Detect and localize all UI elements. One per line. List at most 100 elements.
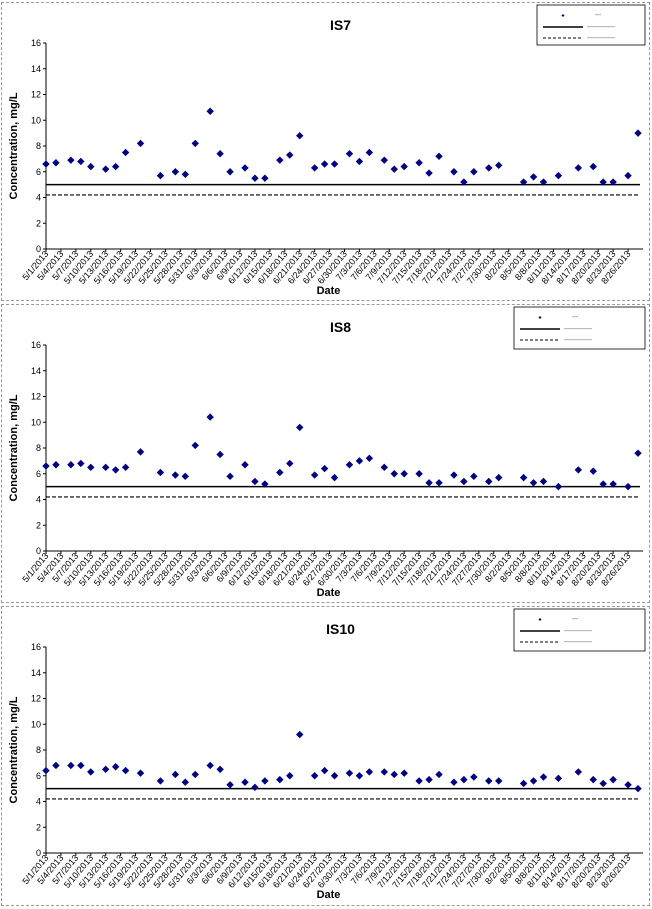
data-point — [485, 477, 493, 486]
data-point — [206, 107, 214, 115]
data-point — [380, 768, 388, 776]
data-point — [191, 770, 199, 779]
data-point — [365, 768, 374, 776]
data-point — [67, 156, 75, 164]
data-point — [355, 457, 364, 465]
y-tick-label: 8 — [36, 141, 41, 151]
data-point — [87, 768, 95, 776]
y-tick-label: 16 — [31, 642, 41, 652]
chart-svg: IS702468101214165/1/20135/4/20135/7/2013… — [8, 4, 646, 297]
data-point — [310, 164, 319, 172]
data-point — [400, 162, 408, 171]
y-tick-label: 2 — [36, 218, 41, 228]
data-point — [355, 772, 364, 780]
legend-entry-text — [587, 37, 615, 39]
data-point — [400, 769, 408, 777]
data-point — [330, 473, 339, 482]
legend-entry-text — [587, 26, 615, 28]
data-point — [330, 160, 339, 168]
data-point — [574, 164, 583, 172]
data-point — [87, 162, 95, 171]
chart-title: IS7 — [330, 17, 351, 33]
y-tick-label: 10 — [31, 115, 41, 125]
data-point — [286, 772, 294, 780]
data-point — [365, 148, 374, 157]
data-point — [415, 470, 423, 478]
data-point — [77, 761, 85, 770]
y-tick-label: 4 — [36, 193, 41, 203]
data-point — [276, 156, 284, 164]
legend — [536, 4, 646, 46]
data-point — [554, 171, 563, 180]
data-point — [320, 160, 329, 168]
x-axis-label: Date — [317, 587, 341, 599]
data-point — [296, 423, 304, 432]
data-point — [171, 168, 180, 176]
data-point — [345, 461, 354, 469]
y-tick-label: 16 — [31, 340, 41, 350]
y-tick-label: 12 — [31, 694, 41, 704]
legend-entry-text — [564, 641, 592, 643]
data-point — [216, 450, 224, 459]
data-point — [156, 777, 165, 785]
legend-entry-text — [595, 14, 601, 16]
data-point — [634, 784, 642, 793]
data-point — [425, 169, 433, 177]
data-point — [67, 461, 75, 469]
data-point — [599, 779, 607, 788]
data-point — [435, 479, 443, 487]
data-point — [470, 773, 478, 781]
data-point — [539, 773, 548, 781]
y-tick-label: 6 — [36, 469, 41, 479]
data-point — [425, 479, 433, 487]
y-tick-label: 8 — [36, 745, 41, 755]
x-axis-label: Date — [317, 285, 341, 297]
data-point — [320, 766, 329, 775]
data-point — [330, 772, 339, 780]
legend-entry-text — [564, 339, 592, 341]
data-point — [495, 161, 503, 170]
data-point — [111, 466, 120, 474]
chart-title: IS8 — [330, 319, 351, 335]
data-point — [450, 778, 458, 786]
data-point — [624, 781, 632, 789]
data-point — [121, 766, 130, 775]
y-tick-label: 6 — [36, 167, 41, 177]
y-tick-label: 6 — [36, 771, 41, 781]
legend — [513, 608, 646, 652]
y-axis-label: Concentration, mg/L — [8, 92, 20, 199]
data-point — [156, 468, 165, 477]
legend-entry-text — [572, 316, 578, 318]
data-point — [355, 157, 364, 166]
data-point — [624, 171, 632, 180]
data-point — [390, 770, 398, 779]
data-point — [390, 165, 398, 173]
data-point — [276, 468, 284, 477]
data-point — [226, 472, 234, 481]
legend-entry-text — [572, 618, 578, 620]
data-point — [77, 157, 85, 166]
data-point — [320, 464, 329, 473]
data-point — [365, 454, 374, 462]
y-tick-label: 10 — [31, 719, 41, 729]
data-point — [251, 477, 259, 486]
data-point — [310, 471, 319, 479]
data-point — [470, 168, 478, 176]
data-point — [529, 479, 538, 487]
data-point — [77, 459, 85, 468]
data-point — [181, 170, 189, 179]
data-point — [226, 781, 234, 789]
data-point — [390, 470, 398, 478]
x-axis-label: Date — [317, 889, 341, 901]
data-point — [136, 139, 145, 148]
data-point — [470, 472, 478, 481]
data-point — [554, 774, 563, 783]
data-point — [102, 463, 110, 472]
data-point — [345, 150, 354, 158]
data-point — [589, 162, 597, 171]
data-point — [226, 168, 234, 176]
data-point — [599, 178, 607, 186]
y-tick-label: 2 — [36, 822, 41, 832]
y-tick-label: 0 — [36, 848, 41, 858]
data-point — [111, 763, 120, 771]
